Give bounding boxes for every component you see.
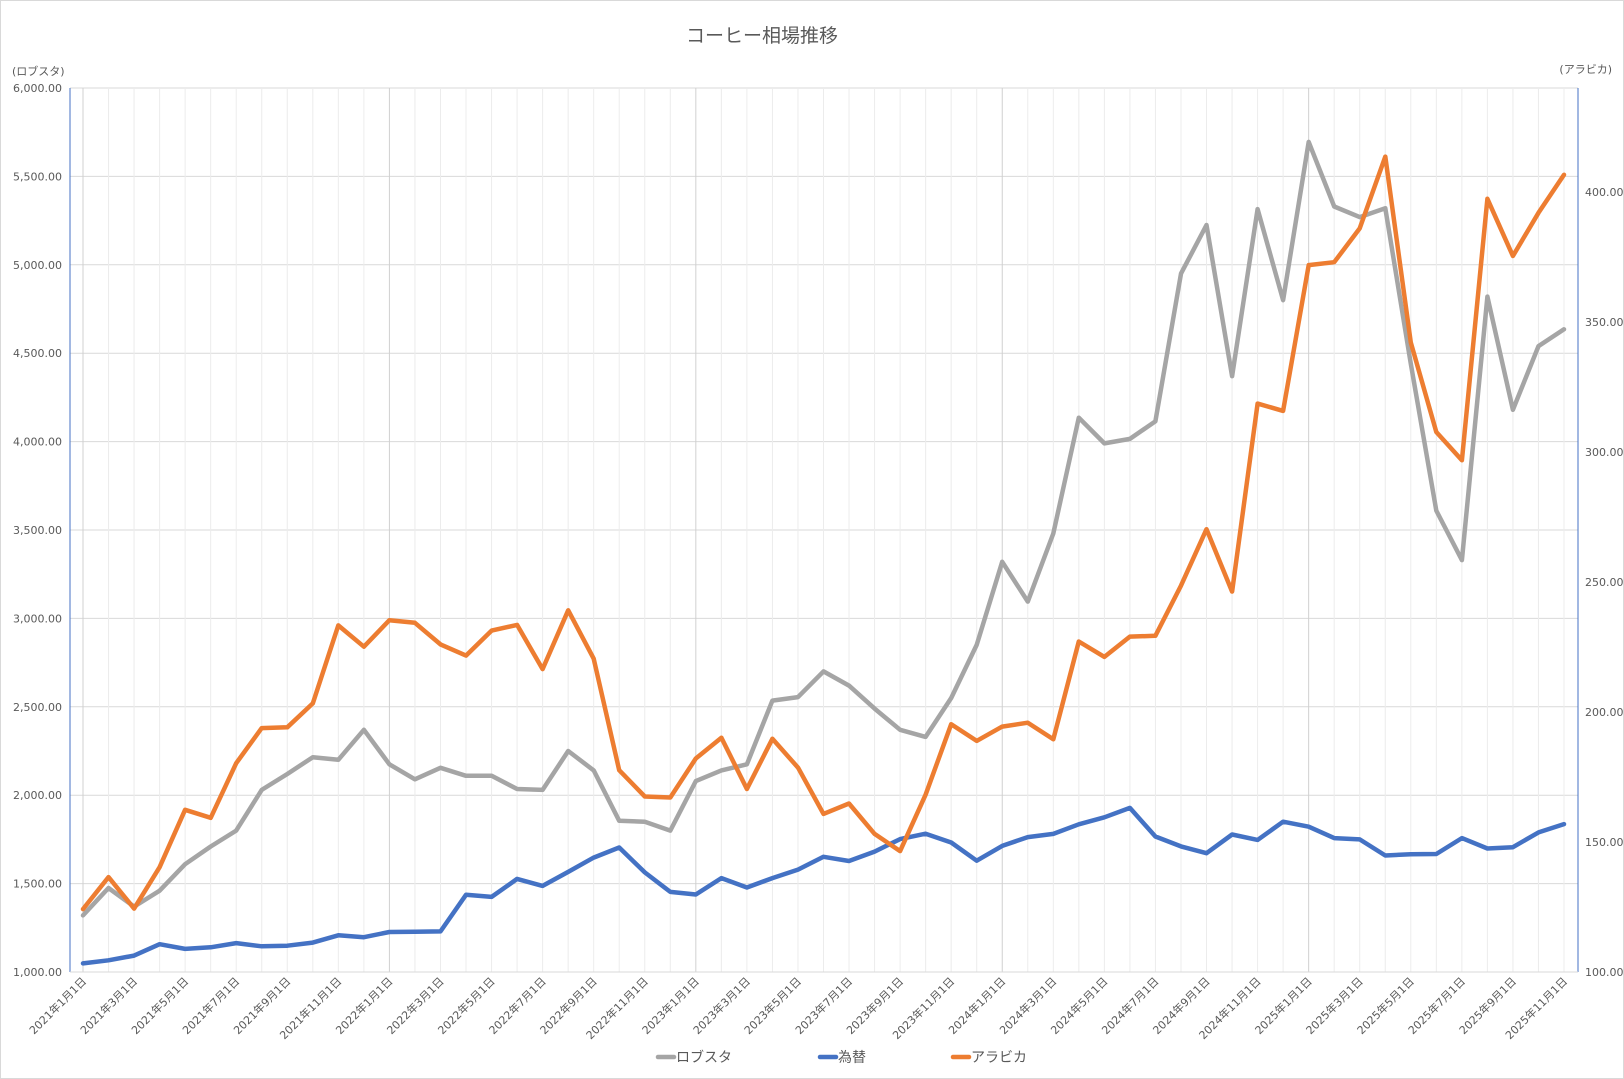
series-line-アラビカ [80,154,1567,912]
left-tick-label: 4,500.00 [13,347,62,360]
right-axis-label: (アラビカ) [1559,63,1612,76]
legend-label: ロブスタ [676,1049,732,1066]
left-tick-label: 2,000.00 [13,789,62,802]
right-tick-label: 100.00 [1585,966,1624,979]
right-tick-label: 400.00 [1585,186,1624,199]
series-line-為替 [80,805,1567,966]
legend-label: 為替 [838,1050,866,1066]
left-tick-label: 1,500.00 [13,878,62,891]
legend: ロブスタ 為替 アラビカ [655,1049,1027,1066]
series-line-ロブスタ [80,139,1567,918]
left-axis-label: (ロブスタ) [12,64,65,78]
left-tick-label: 3,000.00 [13,612,62,625]
chart-title: コーヒー相場推移 [686,25,838,47]
left-tick-label: 6,000.00 [13,82,62,95]
left-tick-label: 3,500.00 [13,524,62,537]
right-tick-label: 150.00 [1585,836,1624,849]
left-tick-label: 5,500.00 [13,170,62,183]
left-tick-label: 2,500.00 [13,701,62,714]
right-tick-label: 250.00 [1585,576,1624,589]
axes: 1,000.00 1,500.00 2,000.00 2,500.00 3,000.00… [13,82,1623,1042]
series-lines [80,139,1567,966]
left-tick-label: 5,000.00 [13,259,62,272]
legend-label: アラビカ [971,1050,1027,1066]
left-tick-label: 1,000.00 [13,966,62,979]
left-tick-label: 4,000.00 [13,436,62,449]
right-tick-label: 200.00 [1585,706,1624,719]
right-tick-label: 350.00 [1585,316,1624,329]
right-tick-label: 300.00 [1585,446,1624,459]
